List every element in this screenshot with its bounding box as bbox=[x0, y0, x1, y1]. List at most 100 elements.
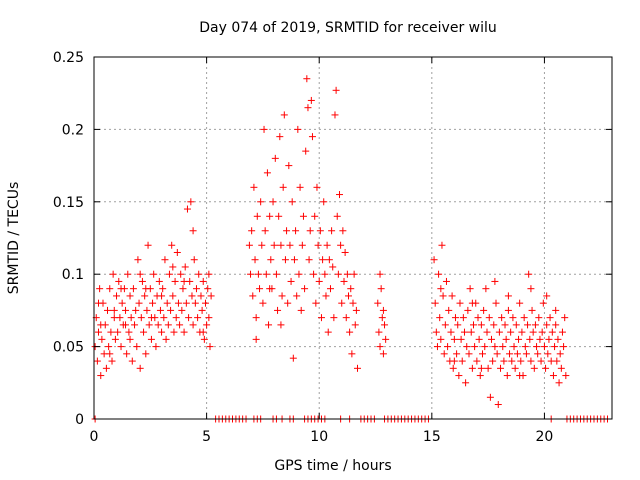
data-point bbox=[105, 343, 113, 351]
data-point bbox=[442, 277, 450, 285]
data-point bbox=[466, 285, 474, 293]
data-point bbox=[484, 364, 492, 372]
data-point bbox=[167, 306, 175, 314]
data-point bbox=[303, 75, 311, 83]
data-point bbox=[289, 354, 297, 362]
data-point bbox=[374, 299, 382, 307]
data-point bbox=[500, 357, 508, 365]
data-point bbox=[545, 335, 553, 343]
x-tick-label: 0 bbox=[90, 429, 99, 445]
data-point bbox=[248, 227, 256, 235]
data-point bbox=[262, 270, 270, 278]
data-point bbox=[274, 306, 282, 314]
data-point bbox=[338, 299, 346, 307]
data-point bbox=[459, 314, 467, 322]
data-point bbox=[485, 314, 493, 322]
data-point bbox=[481, 343, 489, 351]
data-point bbox=[524, 321, 532, 329]
data-point bbox=[95, 299, 103, 307]
data-point bbox=[168, 241, 176, 249]
data-point bbox=[510, 343, 518, 351]
data-point bbox=[314, 241, 322, 249]
data-point bbox=[444, 343, 452, 351]
data-point bbox=[173, 248, 181, 256]
data-point bbox=[450, 357, 458, 365]
data-point bbox=[549, 372, 557, 380]
data-point bbox=[437, 285, 445, 293]
data-point bbox=[535, 314, 543, 322]
data-point bbox=[454, 321, 462, 329]
data-point bbox=[204, 285, 212, 293]
data-point bbox=[340, 277, 348, 285]
data-point bbox=[206, 343, 214, 351]
data-point bbox=[316, 227, 324, 235]
data-point bbox=[252, 335, 260, 343]
data-point bbox=[114, 328, 122, 336]
y-tick-label: 0.05 bbox=[53, 340, 84, 356]
data-point bbox=[197, 292, 205, 300]
data-point bbox=[352, 306, 360, 314]
y-tick-label: 0 bbox=[75, 412, 84, 428]
data-point bbox=[486, 393, 494, 401]
data-point bbox=[263, 169, 271, 177]
data-point bbox=[344, 292, 352, 300]
data-point bbox=[482, 285, 490, 293]
data-point bbox=[104, 306, 112, 314]
data-point bbox=[331, 111, 339, 119]
data-point bbox=[525, 270, 533, 278]
data-point bbox=[516, 372, 524, 380]
data-point bbox=[561, 314, 569, 322]
data-point bbox=[299, 212, 307, 220]
data-point bbox=[307, 96, 315, 104]
data-point bbox=[266, 285, 274, 293]
data-point bbox=[154, 321, 162, 329]
data-point bbox=[140, 328, 148, 336]
data-point bbox=[337, 241, 345, 249]
data-point bbox=[126, 292, 134, 300]
data-point bbox=[127, 314, 135, 322]
data-point bbox=[377, 285, 385, 293]
y-axis-label: SRMTID / TECUs bbox=[6, 182, 22, 295]
data-point bbox=[265, 321, 273, 329]
data-point bbox=[349, 299, 357, 307]
data-point bbox=[522, 350, 530, 358]
data-point bbox=[450, 335, 458, 343]
data-point bbox=[558, 328, 566, 336]
grid-lines bbox=[94, 57, 612, 419]
data-point bbox=[464, 306, 472, 314]
data-point bbox=[106, 285, 114, 293]
x-tick-label: 10 bbox=[310, 429, 328, 445]
data-point bbox=[279, 183, 287, 191]
data-point bbox=[557, 364, 565, 372]
data-point bbox=[116, 314, 124, 322]
data-point bbox=[498, 314, 506, 322]
data-point bbox=[106, 350, 114, 358]
data-point bbox=[198, 306, 206, 314]
data-point bbox=[512, 321, 520, 329]
data-point bbox=[544, 350, 552, 358]
data-point bbox=[308, 133, 316, 141]
data-point bbox=[164, 321, 172, 329]
data-point bbox=[131, 321, 139, 329]
data-point bbox=[441, 321, 449, 329]
data-point bbox=[136, 270, 144, 278]
data-point bbox=[133, 343, 141, 351]
data-point bbox=[322, 292, 330, 300]
data-point bbox=[305, 256, 313, 264]
data-point bbox=[448, 292, 456, 300]
data-point bbox=[325, 256, 333, 264]
data-point bbox=[285, 162, 293, 170]
data-point bbox=[117, 343, 125, 351]
data-point bbox=[326, 285, 334, 293]
data-point bbox=[341, 248, 349, 256]
data-point bbox=[333, 212, 341, 220]
data-point bbox=[475, 335, 483, 343]
chart-title: Day 074 of 2019, SRMTID for receiver wil… bbox=[199, 20, 497, 36]
data-point bbox=[375, 328, 383, 336]
data-point bbox=[431, 299, 439, 307]
x-axis-label: GPS time / hours bbox=[274, 458, 391, 474]
data-point bbox=[477, 321, 485, 329]
data-point bbox=[436, 314, 444, 322]
data-point bbox=[191, 299, 199, 307]
